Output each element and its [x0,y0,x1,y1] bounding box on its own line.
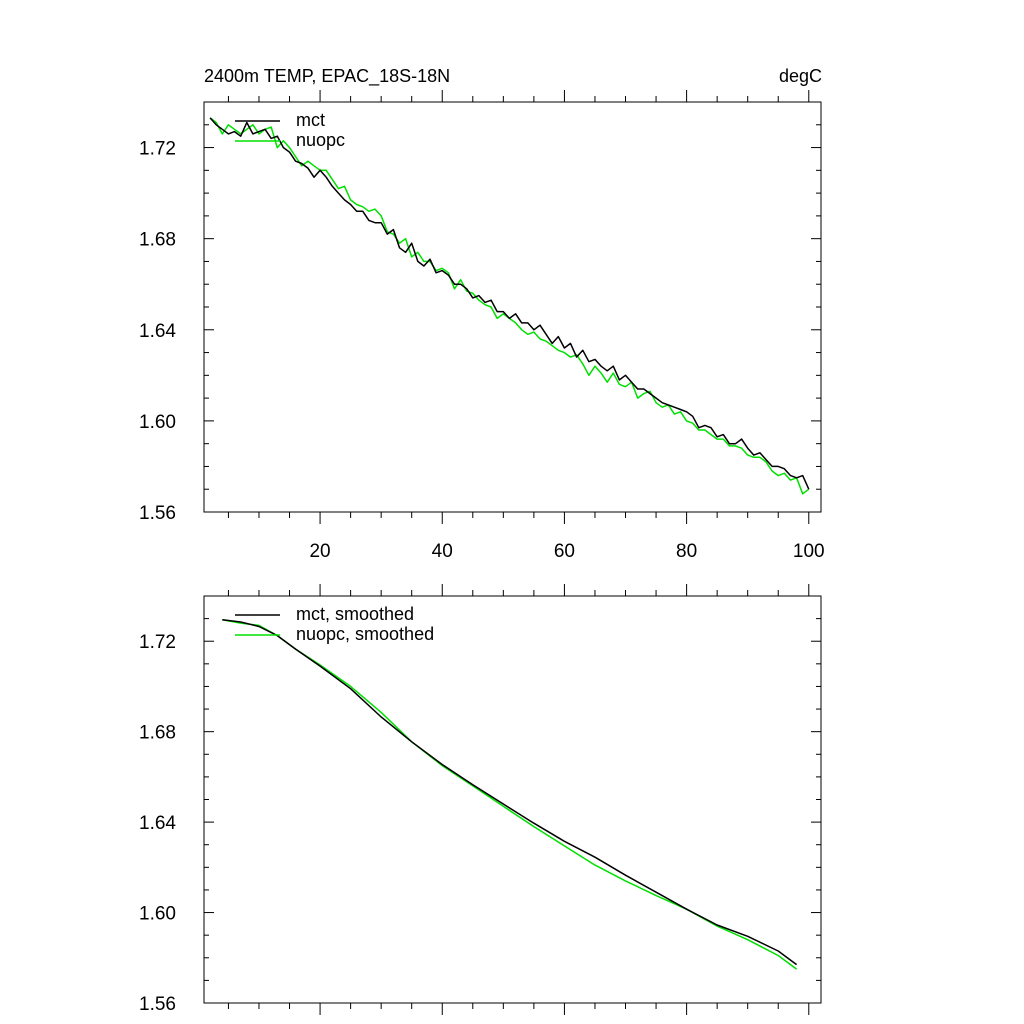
top-ytick-label: 1.64 [139,321,176,342]
chart-title: 2400m TEMP, EPAC_18S-18N [204,66,450,87]
bottom-ytick-label: 1.72 [139,632,176,653]
top-xtick-label: 80 [676,541,697,562]
chart-units: degC [779,66,822,86]
bottom-ytick-label: 1.68 [139,723,176,744]
top-xtick-label: 60 [554,541,575,562]
top-legend-label-nuopc: nuopc [296,130,345,150]
top-ytick-label: 1.56 [139,503,176,524]
top-ytick-label: 1.60 [139,412,176,433]
top-ytick-label: 1.72 [139,139,176,160]
top-legend-label-mct: mct [296,110,325,130]
bottom-panel-smoothed: 1.56 1.60 1.64 1.68 1.72 mct, smoothednuopc, … [139,584,822,1015]
bottom-ytick-label: 1.56 [139,994,176,1015]
bottom-legend-label-mct: mct, smoothed [296,604,414,624]
top-xtick-label: 100 [793,541,825,562]
top-series-line-mct [209,117,810,490]
bottom-ytick-label: 1.60 [139,904,176,925]
bottom-series-line-mct-smoothed [222,618,798,966]
top-ytick-label: 1.68 [139,230,176,251]
top-xtick-label: 40 [432,541,453,562]
top-xtick-label: 20 [309,541,330,562]
bottom-legend-label-nuopc: nuopc, smoothed [296,624,434,644]
bottom-ytick-label: 1.64 [139,813,176,834]
